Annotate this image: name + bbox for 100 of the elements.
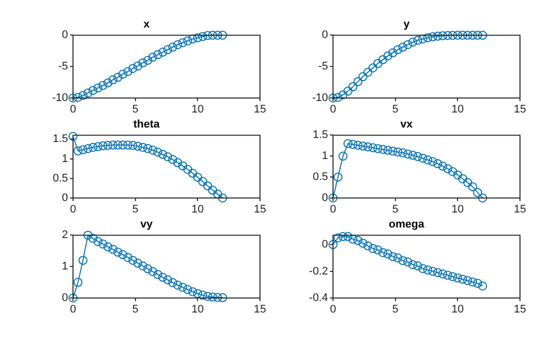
- x-tick-label: 10: [452, 304, 464, 316]
- point: [153, 50, 162, 60]
- point: [328, 94, 338, 102]
- x-tick-label: 5: [132, 304, 138, 316]
- point: [348, 234, 358, 244]
- point: [118, 140, 128, 150]
- point: [168, 278, 178, 288]
- point: [428, 32, 438, 42]
- point: [113, 248, 122, 257]
- y-tick-label: -5: [58, 60, 68, 73]
- x-tick-label: 10: [192, 204, 204, 216]
- point: [438, 31, 448, 40]
- x-tick-label: 15: [514, 304, 526, 316]
- point: [103, 78, 112, 88]
- point: [218, 30, 228, 40]
- point: [358, 72, 368, 82]
- point: [173, 158, 182, 168]
- point: [178, 161, 188, 170]
- point: [453, 30, 462, 40]
- point: [98, 80, 108, 90]
- point: [373, 144, 382, 154]
- chart-title: x: [143, 18, 150, 31]
- chart-title: omega: [388, 218, 426, 231]
- point: [143, 144, 152, 154]
- point: [348, 140, 358, 149]
- point: [83, 144, 92, 154]
- point: [208, 30, 218, 40]
- y-tick-label: -10: [312, 92, 328, 104]
- point: [473, 30, 482, 40]
- point: [423, 265, 432, 274]
- point: [183, 36, 192, 46]
- point: [458, 274, 468, 284]
- point: [158, 272, 168, 282]
- point: [208, 292, 218, 302]
- point: [158, 48, 168, 57]
- x-tick-label: 15: [254, 104, 266, 116]
- x-tick-label: 10: [192, 304, 204, 316]
- point: [218, 293, 228, 302]
- point: [78, 90, 88, 100]
- point: [473, 188, 482, 198]
- y-tick-label: -0.4: [309, 292, 328, 304]
- point: [333, 172, 342, 182]
- point: [138, 261, 148, 270]
- point: [393, 253, 402, 262]
- point: [188, 168, 198, 178]
- point: [93, 236, 102, 246]
- point: [423, 33, 432, 42]
- point: [153, 148, 162, 157]
- point: [453, 170, 462, 180]
- point: [388, 48, 398, 58]
- point: [343, 232, 352, 242]
- point: [198, 290, 208, 300]
- chart-title: y: [403, 18, 410, 31]
- point: [68, 94, 78, 102]
- point: [403, 150, 412, 159]
- point: [413, 261, 422, 270]
- point: [108, 75, 118, 84]
- y-tick-label: -5: [318, 60, 328, 73]
- point: [178, 282, 188, 292]
- point: [83, 230, 92, 240]
- point: [213, 30, 222, 40]
- point: [438, 162, 448, 171]
- point: [103, 242, 112, 252]
- point: [343, 86, 352, 96]
- point: [133, 142, 142, 151]
- point: [173, 40, 182, 50]
- y-tick-label: 0.5: [312, 171, 328, 184]
- point: [128, 256, 138, 265]
- point: [213, 292, 222, 302]
- point: [213, 190, 222, 199]
- point: [428, 266, 438, 276]
- point: [203, 181, 212, 190]
- point: [103, 140, 112, 150]
- point: [158, 150, 168, 159]
- x-tick-label: 10: [452, 104, 464, 116]
- point: [433, 268, 442, 278]
- point: [453, 273, 462, 282]
- point: [473, 278, 482, 288]
- x-tick-label: 10: [452, 204, 464, 216]
- point: [383, 249, 392, 258]
- y-tick-label: 1.5: [52, 133, 68, 146]
- x-tick-label: 0: [70, 304, 76, 316]
- x-tick-label: 5: [392, 104, 398, 116]
- point: [358, 142, 368, 151]
- x-tick-label: 0: [70, 104, 76, 116]
- y-tick-label: 0: [62, 292, 68, 304]
- point: [403, 257, 412, 266]
- point: [463, 276, 472, 286]
- y-tick-label: 0: [322, 29, 328, 42]
- point: [123, 252, 132, 262]
- point: [408, 260, 418, 270]
- point: [118, 70, 128, 79]
- point: [388, 252, 398, 262]
- point: [183, 164, 192, 174]
- x-tick-label: 15: [254, 304, 266, 316]
- y-tick-label: 1: [62, 260, 68, 273]
- x-tick-label: 0: [330, 304, 336, 316]
- x-tick-label: 0: [330, 104, 336, 116]
- point: [153, 270, 162, 279]
- point: [88, 86, 98, 95]
